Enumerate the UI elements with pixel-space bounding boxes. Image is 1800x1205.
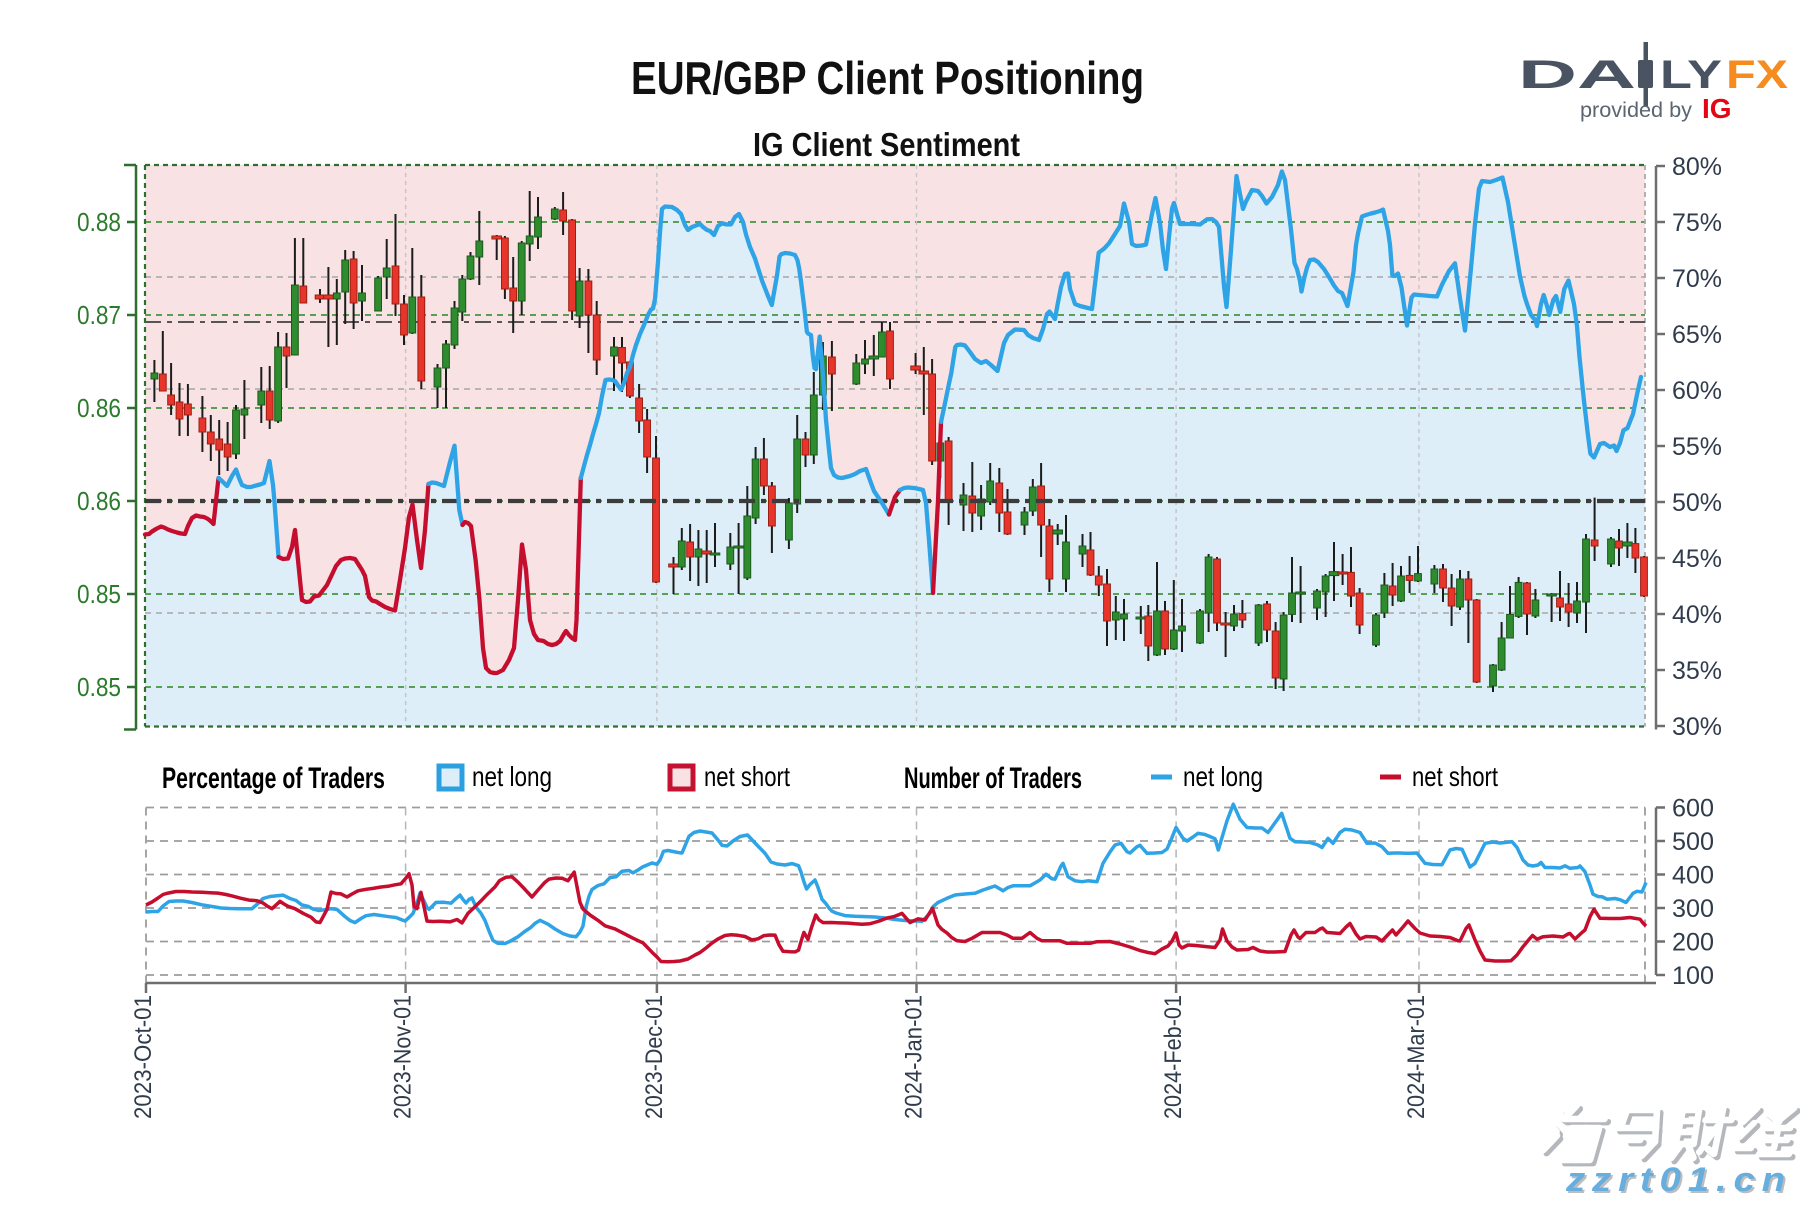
svg-text:0.85: 0.85 [77,672,121,702]
svg-text:40%: 40% [1672,601,1722,629]
svg-text:75%: 75% [1672,209,1722,237]
svg-text:2024-Mar-01: 2024-Mar-01 [1403,995,1430,1119]
svg-text:50%: 50% [1672,489,1722,517]
svg-text:Number of Traders: Number of Traders [904,762,1082,795]
svg-text:55%: 55% [1672,433,1722,461]
svg-text:2024-Jan-01: 2024-Jan-01 [901,995,928,1119]
svg-text:net short: net short [1412,761,1498,792]
svg-text:net short: net short [704,761,790,792]
svg-text:60%: 60% [1672,377,1722,405]
svg-text:FX: FX [1726,53,1788,97]
svg-text:0.88: 0.88 [77,207,121,237]
svg-text:600: 600 [1672,795,1714,823]
svg-text:0.86: 0.86 [77,486,121,516]
svg-text:500: 500 [1672,828,1714,856]
svg-text:70%: 70% [1672,265,1722,293]
svg-text:0.85: 0.85 [77,579,121,609]
svg-text:2023-Nov-01: 2023-Nov-01 [390,995,417,1119]
svg-text:DA: DA [1518,53,1636,97]
svg-text:Percentage of Traders: Percentage of Traders [162,762,385,795]
svg-text:IG: IG [1702,93,1732,124]
svg-text:zzrt01.cn: zzrt01.cn [1567,1163,1794,1200]
svg-text:EUR/GBP Client Positioning: EUR/GBP Client Positioning [631,52,1144,104]
svg-text:net long: net long [472,761,552,792]
svg-text:2023-Dec-01: 2023-Dec-01 [641,995,668,1119]
svg-text:80%: 80% [1672,153,1722,181]
svg-text:100: 100 [1672,962,1714,990]
svg-text:2023-Oct-01: 2023-Oct-01 [130,995,157,1119]
svg-text:2024-Feb-01: 2024-Feb-01 [1160,995,1187,1119]
svg-text:200: 200 [1672,929,1714,957]
svg-text:net long: net long [1183,761,1263,792]
svg-text:zzrt01.cn: zzrt01.cn [1565,1161,1792,1199]
svg-text:65%: 65% [1672,321,1722,349]
svg-text:provided by: provided by [1580,99,1693,122]
svg-text:400: 400 [1672,862,1714,890]
svg-text:0.87: 0.87 [77,300,121,330]
svg-text:LY: LY [1660,53,1722,97]
svg-text:35%: 35% [1672,657,1722,685]
svg-text:30%: 30% [1672,713,1722,741]
svg-text:300: 300 [1672,895,1714,923]
svg-text:45%: 45% [1672,545,1722,573]
svg-text:0.86: 0.86 [77,393,121,423]
svg-text:IG Client Sentiment: IG Client Sentiment [753,126,1020,163]
